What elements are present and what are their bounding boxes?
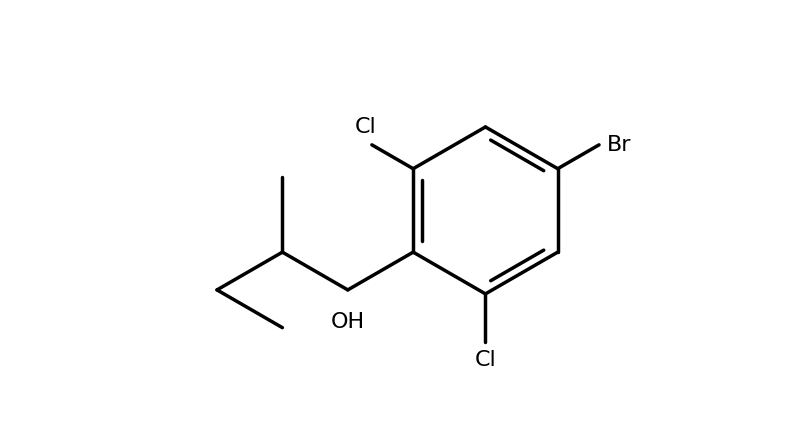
Text: Br: Br	[606, 135, 630, 155]
Text: Cl: Cl	[354, 117, 376, 137]
Text: Cl: Cl	[474, 350, 495, 369]
Text: OH: OH	[330, 312, 365, 332]
